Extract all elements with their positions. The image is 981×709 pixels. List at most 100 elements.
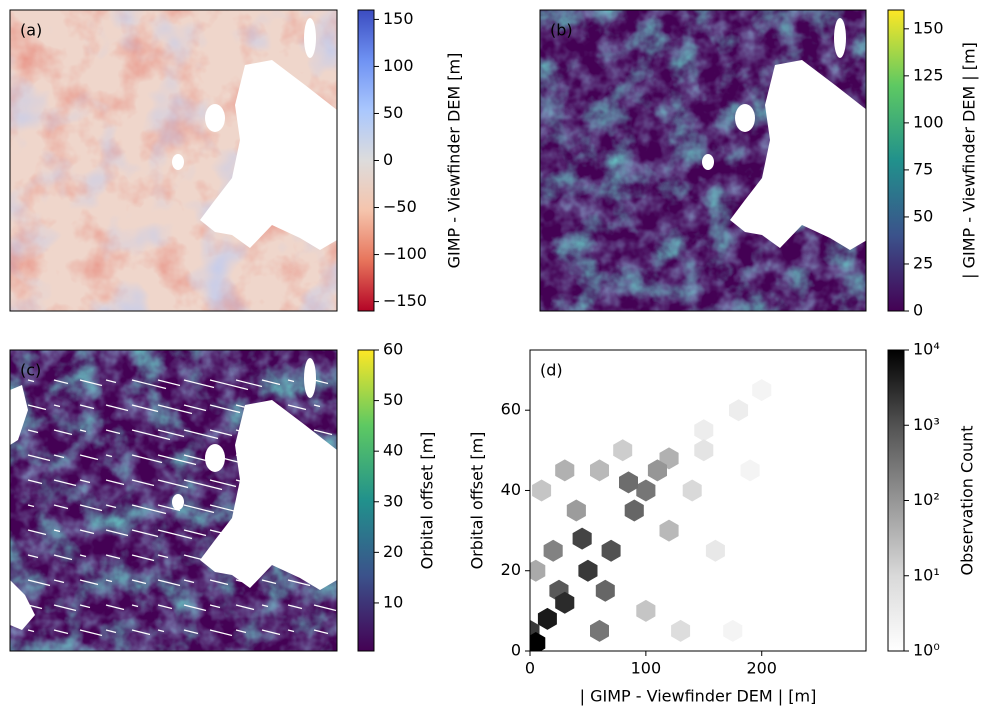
colorbar-tick-label: 40: [383, 441, 403, 460]
colorbar-tick-label: −50: [383, 197, 417, 216]
ice-mask: [304, 358, 316, 398]
flow-arrow: [209, 604, 221, 609]
flow-arrow: [105, 479, 125, 486]
flow-arrow: [261, 479, 269, 483]
hexbin-cell: [636, 599, 656, 622]
x-tick-label: 200: [746, 659, 777, 678]
colorbar-tick-label: 30: [383, 491, 403, 510]
ice-mask: [172, 494, 184, 510]
flow-arrow: [287, 554, 299, 559]
flow-arrow: [183, 554, 203, 561]
hexbin-cell: [532, 479, 552, 502]
y-tick-label: 60: [501, 400, 521, 419]
flow-arrow: [53, 504, 69, 510]
x-axis-label: | GIMP - Viewfinder DEM | [m]: [580, 687, 817, 706]
ice-mask: [834, 18, 846, 58]
map-image: [10, 350, 337, 651]
hexbin-cell: [636, 479, 656, 502]
colorbar-tick-label: 10¹: [913, 565, 940, 584]
flow-arrow: [183, 479, 223, 491]
flow-arrow: [209, 629, 233, 637]
flow-arrow: [261, 579, 277, 585]
flow-arrow: [261, 529, 273, 534]
flow-arrow: [53, 629, 69, 635]
hexbin-cell: [723, 619, 743, 642]
flow-arrow: [209, 529, 241, 539]
flow-arrow: [105, 379, 117, 384]
hexbin-cell: [578, 559, 598, 582]
flow-arrow: [79, 479, 91, 484]
colorbar-tick-label: 150: [913, 18, 944, 37]
flow-arrow: [157, 629, 165, 633]
hexbin-cell: [671, 619, 691, 642]
hexbin-cell: [530, 632, 546, 651]
flow-arrow: [27, 554, 39, 559]
flow-arrow: [183, 504, 215, 514]
flow-arrow: [183, 629, 199, 635]
flow-arrow: [79, 579, 99, 586]
hexbin-cell: [798, 363, 818, 386]
flow-arrow: [313, 429, 333, 436]
flow-arrow: [131, 554, 155, 562]
flow-arrow: [53, 529, 61, 533]
flow-arrow: [235, 554, 251, 560]
flow-arrow: [105, 554, 121, 560]
map-image: [540, 10, 866, 311]
flow-arrow: [105, 604, 125, 611]
flow-arrow: [53, 554, 73, 561]
flow-arrow: [183, 454, 211, 463]
hexbin-cell: [601, 539, 621, 562]
colorbar-tick-label: 10: [383, 592, 403, 611]
flow-arrow: [183, 379, 215, 389]
flow-arrow: [209, 429, 233, 437]
flow-arrow: [79, 604, 91, 609]
hexbin-cell: [566, 499, 586, 522]
flow-arrow: [261, 404, 273, 409]
flow-arrow: [53, 379, 69, 385]
flow-arrow: [79, 379, 103, 387]
flow-arrow: [27, 429, 39, 434]
colorbar: [357, 349, 375, 652]
panel-label: (d): [540, 361, 563, 380]
flow-arrow: [235, 604, 255, 611]
y-axis-label: Orbital offset [m]: [468, 432, 487, 570]
flow-arrow: [261, 454, 277, 460]
colorbar-tick-label: 10⁴: [913, 340, 940, 359]
colorbar-label: GIMP - Viewfinder DEM [m]: [445, 53, 464, 269]
colorbar-tick-label: 50: [383, 390, 403, 409]
flow-arrow: [131, 404, 159, 413]
flow-arrow: [131, 579, 147, 585]
flow-arrow: [53, 404, 61, 408]
panel-label: (c): [20, 361, 41, 380]
flow-arrow: [313, 579, 325, 584]
flow-arrow: [53, 429, 73, 436]
flow-arrow: [27, 454, 51, 462]
colorbar-tick-label: 10³: [913, 415, 940, 434]
flow-arrow: [27, 604, 43, 610]
flow-arrow: [313, 454, 325, 459]
flow-arrow: [131, 529, 159, 538]
flow-arrow: [157, 529, 193, 540]
colorbar-tick-label: 25: [913, 253, 933, 272]
ice-mask: [205, 104, 225, 132]
flow-arrow: [183, 429, 219, 440]
hexbin-cell: [740, 459, 760, 482]
hexbin-cell: [647, 459, 667, 482]
flow-arrow: [157, 579, 181, 587]
flow-arrow: [27, 379, 35, 383]
flow-arrow: [27, 479, 43, 485]
ice-mask: [205, 444, 225, 472]
flow-arrow: [105, 404, 129, 412]
colorbar-label: Observation Count: [958, 425, 977, 575]
map-frame: [539, 9, 867, 312]
hexbin-cell: [705, 539, 725, 562]
flow-arrow: [79, 529, 95, 535]
colorbar-tick-label: 50: [913, 206, 933, 225]
flow-arrow: [209, 479, 237, 488]
flow-arrow: [235, 629, 247, 634]
flow-arrow: [235, 429, 267, 439]
flow-arrow: [183, 404, 207, 412]
flow-arrow: [261, 629, 281, 636]
flow-arrow: [287, 579, 311, 587]
colorbar-label: Orbital offset [m]: [418, 432, 437, 570]
